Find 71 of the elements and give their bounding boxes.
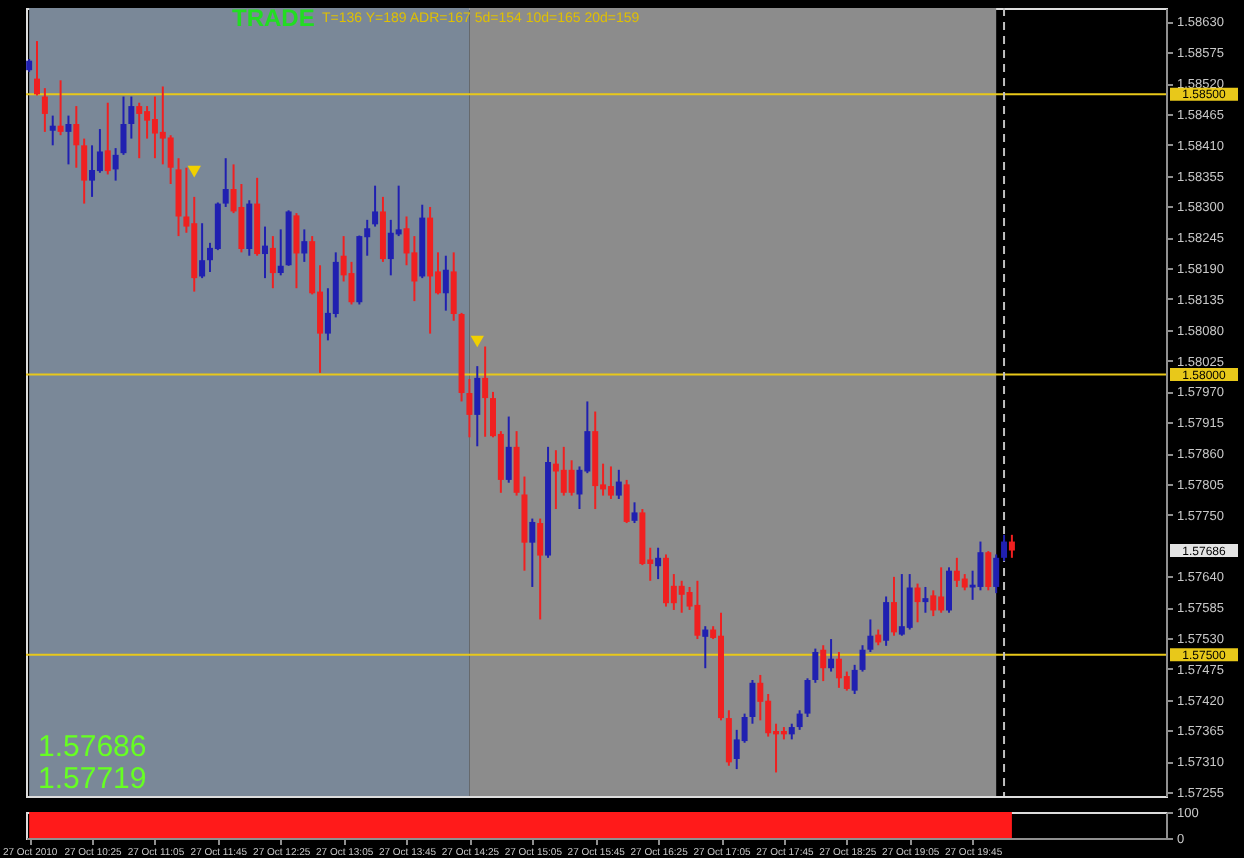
annotation: TRADE — [232, 4, 315, 32]
candlestick — [662, 553, 669, 608]
candlestick — [136, 101, 143, 160]
candlestick — [678, 579, 685, 614]
candlestick — [953, 556, 960, 588]
candlestick — [104, 101, 111, 176]
candlestick — [442, 254, 449, 312]
candlestick — [81, 137, 88, 205]
candlestick — [175, 157, 182, 238]
candlestick — [222, 157, 229, 208]
annotation: 1.57719 — [38, 762, 147, 796]
candlestick — [529, 517, 536, 588]
candlestick — [505, 415, 512, 484]
candlestick — [938, 566, 945, 614]
candlestick — [65, 114, 72, 166]
candlestick — [96, 128, 103, 174]
candlestick — [946, 566, 953, 614]
candlestick — [898, 573, 905, 637]
candlestick — [851, 663, 858, 695]
candlestick — [615, 468, 622, 500]
candlestick — [482, 345, 489, 438]
candlestick — [812, 647, 819, 684]
candlestick — [293, 212, 300, 290]
candlestick — [89, 144, 96, 198]
candlestick — [1008, 533, 1015, 559]
candlestick — [450, 251, 457, 322]
candlestick — [57, 79, 64, 137]
candlestick — [906, 573, 913, 631]
candlestick — [985, 550, 992, 592]
candlestick — [49, 114, 56, 147]
candlestick — [922, 585, 929, 614]
candlestick — [214, 201, 221, 252]
candlestick — [159, 85, 166, 166]
candlestick — [41, 87, 48, 133]
candlestick — [568, 459, 575, 497]
candlestick — [914, 582, 921, 624]
candlestick — [372, 184, 379, 228]
candlestick — [655, 546, 662, 581]
candlestick — [607, 465, 614, 500]
candlestick — [560, 445, 567, 497]
candlestick — [1001, 533, 1008, 563]
candlestick — [128, 95, 135, 140]
candlestick — [835, 650, 842, 689]
candlestick — [301, 228, 308, 263]
candlestick — [151, 95, 158, 160]
candlestick — [930, 589, 937, 618]
candlestick — [828, 638, 835, 673]
candlestick — [379, 195, 386, 263]
candlestick — [890, 575, 897, 637]
candlestick — [623, 478, 630, 525]
candlestick — [694, 579, 701, 641]
candlestick — [199, 222, 206, 280]
candlestick — [702, 625, 709, 670]
candlestick — [977, 540, 984, 592]
candlestick — [537, 517, 544, 621]
candlestick — [993, 553, 1000, 595]
candlestick — [144, 105, 151, 140]
candlestick — [277, 228, 284, 277]
candlestick — [246, 199, 253, 257]
candlestick — [725, 709, 732, 767]
candlestick — [34, 40, 41, 97]
candlestick — [73, 105, 80, 169]
candlestick — [269, 235, 276, 290]
candlestick — [631, 501, 638, 525]
candlestick — [387, 218, 394, 277]
candlestick — [820, 644, 827, 683]
candlestick — [262, 225, 269, 280]
annotation: 1.57686 — [38, 730, 147, 764]
candlestick — [474, 365, 481, 448]
candlestick — [883, 595, 890, 647]
candlestick — [167, 134, 174, 185]
